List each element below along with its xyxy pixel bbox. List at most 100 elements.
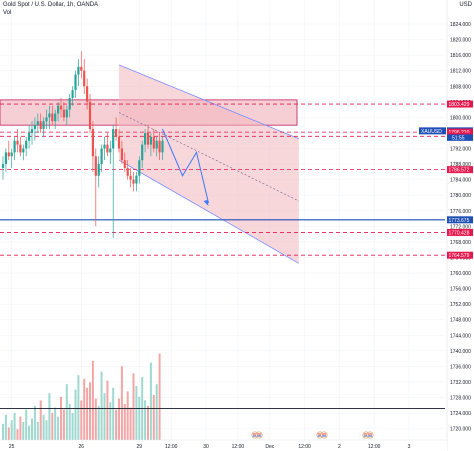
candle-body: [83, 70, 86, 87]
candle-body: [88, 101, 92, 130]
candle-body: [117, 136, 121, 149]
candle: [48, 105, 51, 130]
flag-us-icon[interactable]: [255, 431, 263, 439]
candle-body: [155, 140, 158, 149]
channel-lower-line: [118, 159, 299, 264]
grid-lines: [0, 0, 445, 445]
candle: [129, 167, 132, 188]
volume-bar: [62, 409, 65, 440]
price-tick-label: 1780.000: [450, 193, 471, 199]
volume-bar: [4, 414, 7, 440]
candle-body: [65, 109, 68, 118]
volume-bar: [42, 414, 45, 440]
volume-bar: [25, 409, 28, 440]
volume-bar: [54, 407, 57, 440]
level-price-tag[interactable]: 1786.572: [447, 166, 473, 174]
candle-body: [4, 152, 7, 165]
volume-bar: [155, 384, 158, 440]
volume-bar: [68, 404, 71, 440]
time-axis-bg: [0, 440, 447, 451]
price-tick-label: 1800.000: [450, 115, 471, 121]
level-price-tag[interactable]: 1770.428: [447, 228, 473, 237]
candle-body: [77, 66, 80, 75]
volume-bar: [91, 360, 94, 440]
event-icons[interactable]: [251, 431, 374, 439]
level-price-tag[interactable]: 1773.675: [447, 216, 473, 224]
candle: [123, 152, 126, 172]
price-axis[interactable]: 1720.000 1724.000 1728.000 1732.000 1736.000…: [419, 0, 474, 451]
candle-body: [36, 121, 39, 126]
candle: [132, 171, 135, 192]
candle-body: [115, 129, 118, 137]
symbol-title[interactable]: Gold Spot / U.S. Dollar, 1h, OANDA: [3, 2, 99, 8]
candle: [106, 132, 109, 157]
time-tick-label: 29: [137, 444, 143, 450]
candle: [91, 121, 94, 172]
price-tick-label: 1816.000: [450, 53, 471, 59]
price-tick-label: 1720.000: [450, 427, 471, 433]
level-price-tag[interactable]: 1764.579: [447, 251, 473, 260]
candle-body: [25, 140, 28, 149]
current-price-tag[interactable]: XAUUSD 51:55: [419, 127, 473, 141]
price-tick-label: 1732.000: [450, 380, 471, 386]
level-tag-label: 1786.572: [449, 168, 470, 174]
volume-bar: [80, 400, 83, 440]
volume-bar: [48, 393, 51, 440]
time-tick-label: 3: [408, 444, 411, 450]
arrow-head: [203, 199, 209, 206]
price-tick-label: 1808.000: [450, 84, 471, 90]
icon-stripe: [252, 435, 258, 437]
projection-path[interactable]: [162, 128, 209, 206]
volume-bar: [109, 402, 112, 440]
icon-stripe: [317, 435, 323, 437]
candle: [144, 129, 147, 153]
time-axis[interactable]: 25 26 29 12:00 30 12:00 Dec 12:00 2 12:00 3: [0, 439, 447, 451]
candle-body: [19, 144, 22, 153]
price-tick-label: 1744.000: [450, 333, 471, 339]
level-tag-bg: [447, 166, 473, 174]
icon-stripe: [363, 435, 369, 437]
candle: [155, 136, 158, 157]
flag-us-icon[interactable]: [366, 431, 374, 439]
price-axis-bg: [447, 0, 474, 451]
candle-body: [106, 144, 109, 153]
candle: [117, 129, 121, 153]
level-tag-bg: [447, 216, 473, 224]
level-price-tag[interactable]: 1803.429: [447, 100, 473, 109]
candle-body: [141, 144, 144, 161]
candle: [57, 101, 60, 122]
horizontal-levels[interactable]: [0, 103, 445, 256]
candle: [94, 148, 97, 227]
candle-body: [161, 140, 164, 153]
candle: [68, 94, 71, 118]
candle-body: [30, 129, 34, 133]
volume-bar: [31, 418, 33, 440]
volume-bar: [149, 362, 152, 440]
channel-fill: [119, 64, 299, 264]
volume-indicator-label[interactable]: Vol: [3, 10, 12, 16]
volume-bar: [158, 353, 161, 440]
candle-body: [16, 140, 19, 145]
level-tag-label: 1803.429: [449, 102, 470, 108]
candle-body: [42, 121, 45, 130]
candle: [161, 136, 164, 161]
volume-bar: [152, 395, 155, 440]
candle-body: [10, 152, 13, 157]
descending-channel[interactable]: [118, 64, 299, 264]
volume-bar: [103, 393, 106, 440]
symbol-tag-bg: [419, 127, 446, 135]
channel-upper-line: [118, 64, 299, 140]
level-tag-bg: [447, 128, 473, 136]
time-tick-label: Dec: [265, 444, 274, 450]
candle: [74, 70, 77, 98]
volume-bar: [86, 387, 89, 440]
icon-stripe: [367, 433, 373, 435]
volume-bar: [74, 389, 77, 440]
flag-us-icon[interactable]: [320, 431, 328, 439]
candle-body: [149, 136, 152, 145]
symbol-tag-label: XAUUSD: [421, 129, 442, 135]
candle-body: [144, 132, 147, 145]
price-tick-label: 1724.000: [450, 411, 471, 417]
